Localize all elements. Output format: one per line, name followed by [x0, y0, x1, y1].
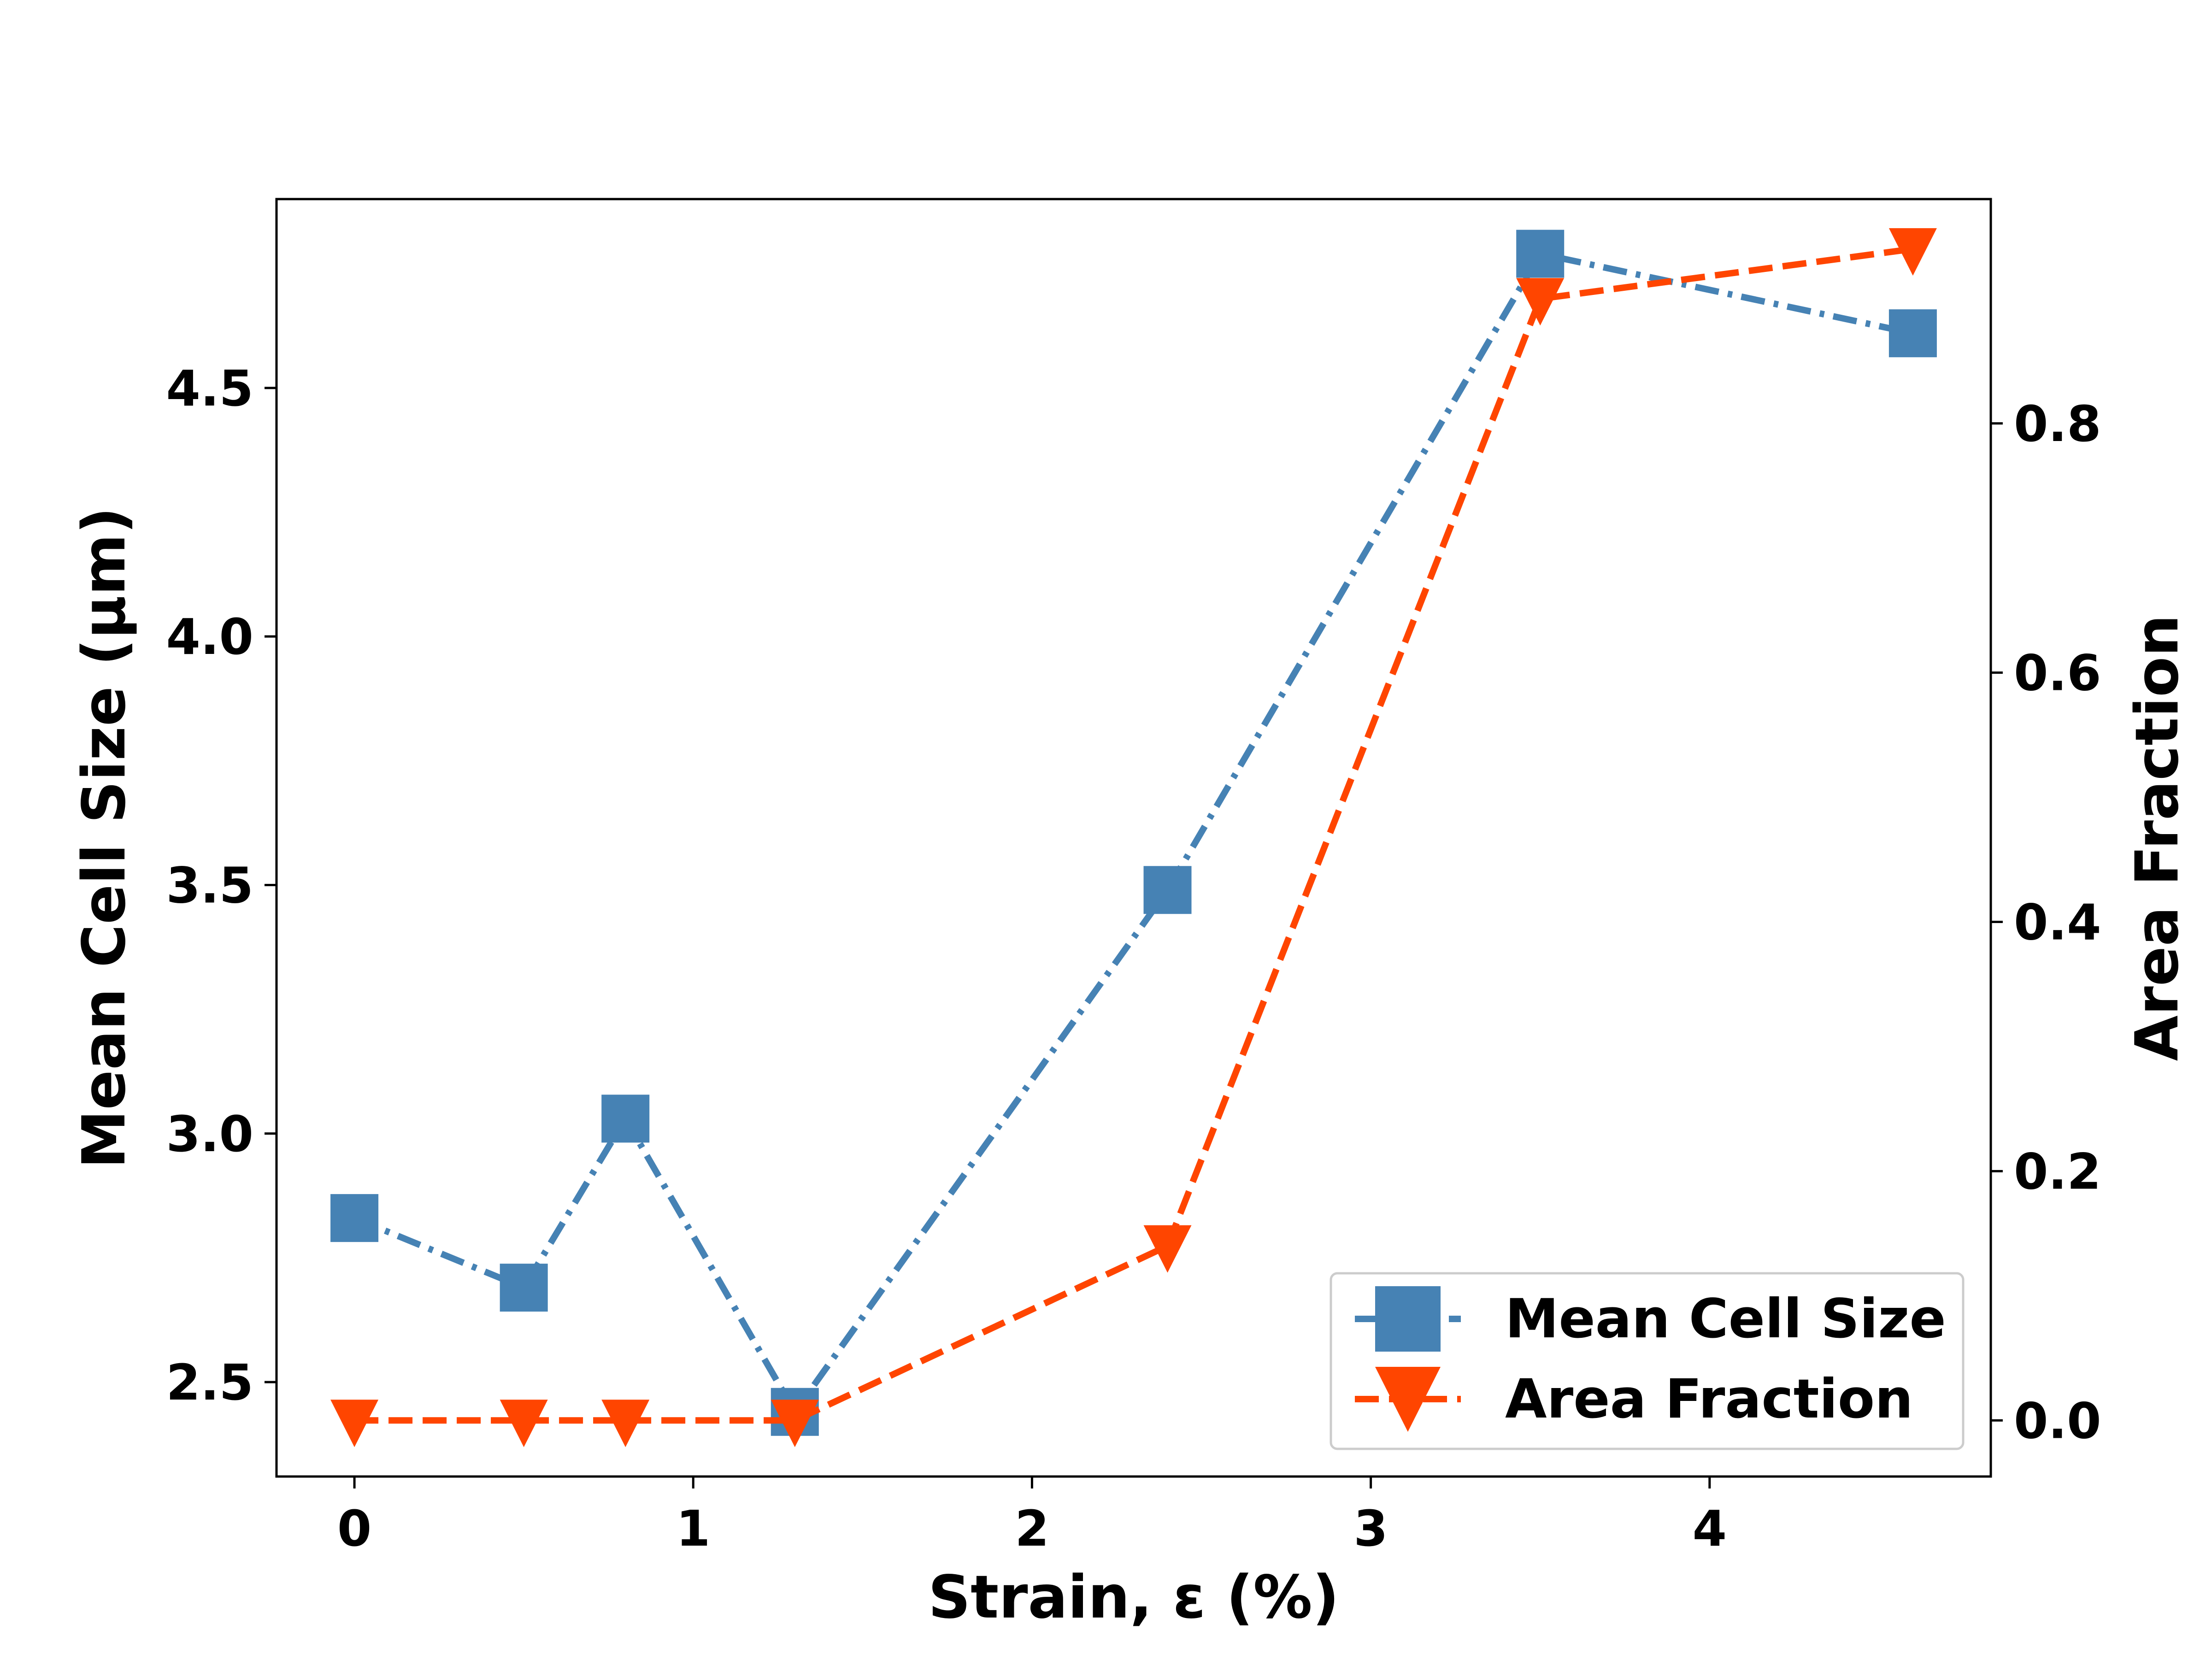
x-tick-label: 0 [337, 1500, 371, 1558]
y-left-tick-label: 2.5 [166, 1354, 253, 1412]
data-point-mean-cell-size [1888, 309, 1937, 358]
y-axis-right: 0.0 0.2 0.4 0.6 0.8 [1991, 396, 2101, 1450]
data-point-mean-cell-size [1516, 229, 1565, 278]
y-left-tick-label: 4.0 [166, 609, 253, 666]
legend-triangle-down-icon [1375, 1367, 1441, 1432]
y-right-tick-label: 0.4 [2014, 894, 2101, 952]
legend: Mean Cell Size Area Fraction [1330, 1272, 1965, 1450]
y-right-tick-label: 0.8 [2014, 396, 2101, 453]
x-tick-label: 3 [1353, 1500, 1388, 1558]
legend-entry-area-fraction: Area Fraction [1355, 1367, 1913, 1432]
data-point-area-fraction [500, 1400, 548, 1447]
legend-label-mean-cell-size: Mean Cell Size [1505, 1287, 1946, 1350]
data-point-mean-cell-size [601, 1094, 650, 1143]
y-right-tick-label: 0.6 [2014, 645, 2101, 702]
data-point-mean-cell-size [500, 1264, 548, 1312]
legend-entry-mean-cell-size: Mean Cell Size [1355, 1286, 1946, 1352]
y-axis-left: 2.5 3.0 3.5 4.0 4.5 [166, 360, 276, 1412]
series-layer [330, 228, 1937, 1447]
y-axis-right-title: Area Fraction [2123, 615, 2192, 1061]
legend-label-area-fraction: Area Fraction [1505, 1367, 1913, 1430]
data-point-area-fraction [1143, 1225, 1192, 1273]
y-left-tick-label: 3.0 [166, 1106, 253, 1163]
data-point-area-fraction [1888, 228, 1937, 276]
x-axis: 0 1 2 3 4 [337, 1477, 1727, 1558]
x-tick-label: 2 [1015, 1500, 1049, 1558]
data-point-mean-cell-size [1143, 866, 1192, 914]
data-point-area-fraction [1516, 278, 1565, 326]
y-left-tick-label: 4.5 [166, 360, 253, 418]
x-tick-label: 4 [1693, 1500, 1727, 1558]
legend-frame [1330, 1272, 1965, 1450]
data-point-area-fraction [771, 1400, 819, 1447]
y-right-tick-label: 0.0 [2014, 1393, 2101, 1450]
data-point-area-fraction [601, 1400, 650, 1447]
y-left-tick-label: 3.5 [166, 857, 253, 914]
plot-frame [275, 198, 1992, 1478]
x-axis-title: Strain, ε (%) [928, 1563, 1339, 1632]
data-point-mean-cell-size [330, 1194, 379, 1242]
data-point-area-fraction [330, 1400, 379, 1447]
y-right-tick-label: 0.2 [2014, 1143, 2101, 1200]
legend-square-icon [1375, 1286, 1441, 1352]
x-tick-label: 1 [676, 1500, 710, 1558]
y-axis-left-title: Mean Cell Size (μm) [70, 507, 139, 1169]
